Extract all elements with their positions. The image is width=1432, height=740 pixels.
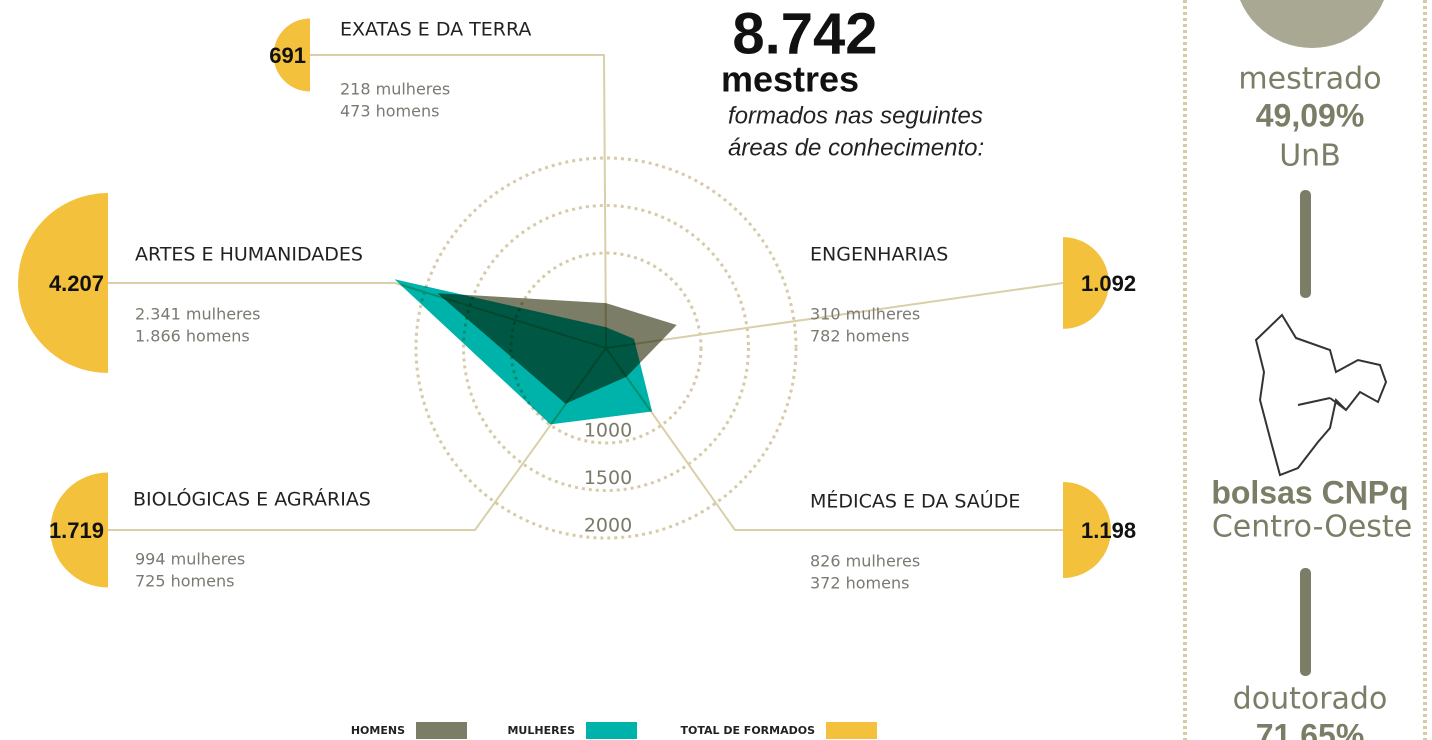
ring xyxy=(414,156,798,540)
circle xyxy=(1240,0,1384,48)
total-label: 1.719 xyxy=(49,518,104,543)
category-label: EXATAS E DA TERRA xyxy=(340,19,531,41)
side-label: mestrado xyxy=(1238,62,1381,97)
women-label: 2.341 mulheres xyxy=(135,305,260,324)
total-label: 4.207 xyxy=(49,271,104,296)
ring xyxy=(509,251,703,445)
legend-swatch xyxy=(416,722,467,739)
men-label: 782 homens xyxy=(810,327,909,346)
total-unit: mestres xyxy=(721,59,859,100)
connector xyxy=(310,54,607,349)
men-label: 725 homens xyxy=(135,572,234,591)
side-label: bolsas CNPq xyxy=(1211,474,1408,510)
women-label: 218 mulheres xyxy=(340,80,450,99)
ring-label: 1000 xyxy=(584,420,632,442)
women-label: 310 mulheres xyxy=(810,305,920,324)
side-note: Centro-Oeste xyxy=(1212,510,1412,545)
map xyxy=(1254,313,1388,477)
legend-swatch xyxy=(826,722,877,739)
total-number: 8.742 xyxy=(732,1,877,66)
total-semicircle xyxy=(273,18,310,92)
men-label: 372 homens xyxy=(810,574,909,593)
men-label: 473 homens xyxy=(340,102,439,121)
side-value: 49,09% xyxy=(1256,97,1365,133)
connector xyxy=(605,282,1064,349)
total-semicircle xyxy=(1063,237,1109,329)
bar-divider xyxy=(1300,190,1311,298)
total-semicircle xyxy=(18,193,108,373)
legend-label: TOTAL DE FORMADOS xyxy=(680,724,815,737)
side-value: 71,65% xyxy=(1256,717,1365,740)
bar-divider xyxy=(1300,568,1311,676)
subtitle: formados nas seguintes xyxy=(728,102,983,129)
ring-label: 1500 xyxy=(584,467,632,489)
side-note: UnB xyxy=(1279,139,1341,174)
legend-swatch xyxy=(586,722,637,739)
category-label: ENGENHARIAS xyxy=(810,244,948,266)
category-label: MÉDICAS E DA SAÚDE xyxy=(810,489,1020,513)
men-label: 1.866 homens xyxy=(135,327,250,346)
women-label: 826 mulheres xyxy=(810,552,920,571)
category-label: BIOLÓGICAS E AGRÁRIAS xyxy=(133,487,371,511)
category-label: ARTES E HUMANIDADES xyxy=(135,244,363,266)
total-label: 1.198 xyxy=(1081,518,1136,543)
sidebar: mestrado 49,09% UnB bolsas CNPq Centro-O… xyxy=(1183,0,1427,740)
radar: 1000 1500 2000 EXATAS E DA TERRA 218 mulhere… xyxy=(18,19,1136,593)
subtitle: áreas de conhecimento: xyxy=(728,134,984,161)
women-label: 994 mulheres xyxy=(135,550,245,569)
total-semicircle xyxy=(50,472,108,588)
radar-area xyxy=(437,293,677,404)
ring xyxy=(462,204,750,492)
side-label: doutorado xyxy=(1233,682,1388,717)
ring-label: 2000 xyxy=(584,515,632,537)
legend-label: HOMENS xyxy=(351,724,405,737)
total-label: 1.092 xyxy=(1081,271,1136,296)
total-semicircle xyxy=(1063,481,1111,579)
legend-label: MULHERES xyxy=(507,724,575,737)
total-label: 691 xyxy=(269,43,306,68)
